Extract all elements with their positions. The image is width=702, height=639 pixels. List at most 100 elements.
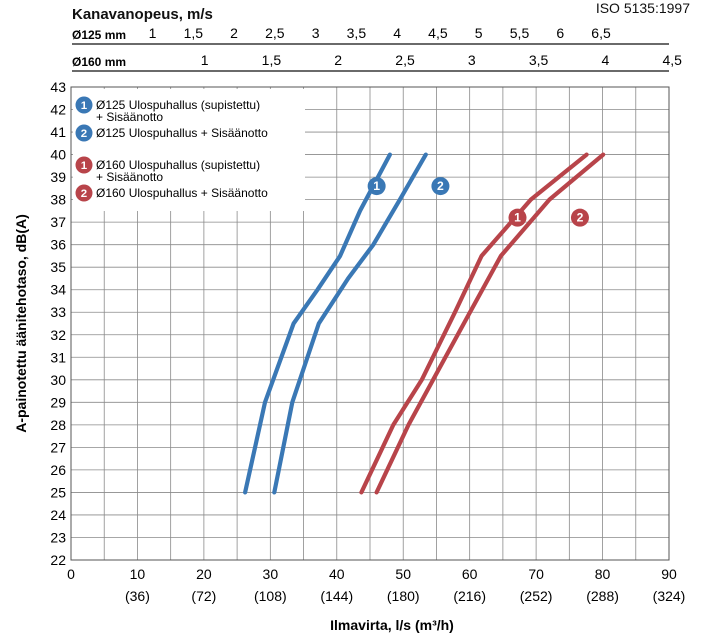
x-tick-label: 80 [595, 566, 611, 582]
standard-label: ISO 5135:1997 [595, 0, 690, 16]
top-axis-label: Ø125 mm [72, 28, 126, 42]
x-tick-label-m3h: (288) [586, 588, 619, 604]
legend-text: Ø160 Ulospuhallus + Sisäänotto [96, 186, 268, 200]
x-tick-label-m3h: (108) [254, 588, 287, 604]
badge-number: 2 [437, 179, 444, 193]
y-tick-label: 42 [50, 102, 66, 118]
top-tick-label: 2 [230, 25, 238, 41]
series-badge-1: 1 [367, 177, 386, 196]
plot-frame [70, 86, 670, 561]
top-tick-label: 2 [334, 52, 342, 68]
y-tick-label: 29 [50, 394, 66, 410]
y-tick-label: 23 [50, 529, 66, 545]
top-tick-label: 1 [201, 52, 209, 68]
top-tick-label: 4,5 [662, 52, 682, 68]
legend-text: + Sisäänotto [96, 110, 163, 124]
legend-text: + Sisäänotto [96, 170, 163, 184]
top-tick-label: 1,5 [184, 25, 204, 41]
legend-text: Ø125 Ulospuhallus (supistettu) [96, 98, 260, 112]
x-tick-label: 30 [263, 566, 279, 582]
series-badge-2: 2 [431, 177, 450, 196]
top-tick-label: 5 [475, 25, 483, 41]
badge-circle [75, 96, 93, 114]
y-tick-label: 40 [50, 147, 66, 163]
badge-number: 2 [81, 188, 87, 200]
badge-circle [75, 124, 93, 142]
y-tick-label: 30 [50, 372, 66, 388]
x-tick-label: 60 [462, 566, 478, 582]
x-tick-label-m3h: (324) [653, 588, 686, 604]
legend: 1 Ø125 Ulospuhallus (supistettu)+ Sisääno… [73, 89, 305, 211]
badge-circle [508, 208, 527, 227]
badge-circle [570, 208, 589, 227]
top-axis-title: Kanavanopeus, m/s [72, 6, 213, 23]
y-tick-label: 43 [50, 79, 66, 95]
badge-circle [431, 177, 450, 196]
top-tick-label: 4,5 [428, 25, 448, 41]
badge-circle [367, 177, 386, 196]
top-tick-label: 3 [468, 52, 476, 68]
legend-badge: 2 [75, 124, 93, 142]
badge-number: 1 [514, 211, 521, 225]
y-tick-label: 26 [50, 462, 66, 478]
x-axis-title: Ilmavirta, l/s (m³/h) [330, 617, 454, 633]
legend-box [73, 89, 305, 211]
y-tick-label: 33 [50, 304, 66, 320]
x-tick-label: 70 [528, 566, 544, 582]
y-tick-label: 31 [50, 349, 66, 365]
y-tick-label: 22 [50, 552, 66, 568]
x-tick-label-m3h: (72) [191, 588, 216, 604]
y-tick-label: 38 [50, 192, 66, 208]
y-tick-label: 25 [50, 484, 66, 500]
y-tick-label: 36 [50, 237, 66, 253]
series-line-3 [359, 152, 589, 495]
x-tick-label-m3h: (144) [320, 588, 353, 604]
series-line-4 [374, 152, 606, 495]
x-tick-label: 90 [661, 566, 677, 582]
y-tick-label: 24 [50, 507, 66, 523]
y-tick-label: 39 [50, 169, 66, 185]
y-tick-label: 27 [50, 439, 66, 455]
y-tick-label: 35 [50, 259, 66, 275]
top-tick-label: 1,5 [262, 52, 282, 68]
series-line-2 [272, 152, 428, 495]
top-tick-label: 2,5 [265, 25, 285, 41]
legend-badge: 1 [75, 96, 93, 114]
badge-number: 2 [81, 128, 87, 140]
badge-number: 2 [577, 211, 584, 225]
y-tick-label: 34 [50, 282, 66, 298]
series: 1 2 1 2 [243, 152, 606, 495]
y-tick-label: 32 [50, 327, 66, 343]
y-tick-label: 41 [50, 124, 66, 140]
x-tick-label-m3h: (36) [125, 588, 150, 604]
x-tick-label-m3h: (180) [387, 588, 420, 604]
series-badge-4: 2 [570, 208, 589, 227]
x-tick-label: 20 [196, 566, 212, 582]
badge-circle [75, 156, 93, 174]
x-tick-label: 50 [395, 566, 411, 582]
series-badge-3: 1 [508, 208, 527, 227]
badge-number: 1 [373, 179, 380, 193]
top-tick-label: 1 [149, 25, 157, 41]
top-tick-label: 6 [556, 25, 564, 41]
top-axis-label: Ø160 mm [72, 55, 126, 69]
top-tick-label: 6,5 [591, 25, 611, 41]
y-tick-label: 28 [50, 417, 66, 433]
top-tick-label: 4 [393, 25, 401, 41]
x-tick-label: 10 [130, 566, 146, 582]
x-tick-label: 40 [329, 566, 345, 582]
x-tick-label-m3h: (216) [453, 588, 486, 604]
x-tick-label: 0 [67, 566, 75, 582]
legend-badge: 1 [75, 156, 93, 174]
top-tick-label: 3 [312, 25, 320, 41]
badge-circle [75, 184, 93, 202]
legend-badge: 2 [75, 184, 93, 202]
badge-number: 1 [81, 100, 88, 112]
series-line-1 [243, 152, 392, 495]
axes: 2223242526272829303132333435363738394041… [13, 25, 685, 633]
legend-text: Ø160 Ulospuhallus (supistettu) [96, 158, 260, 172]
top-tick-label: 2,5 [395, 52, 415, 68]
legend-text: Ø125 Ulospuhallus + Sisäänotto [96, 126, 268, 140]
top-tick-label: 5,5 [510, 25, 530, 41]
